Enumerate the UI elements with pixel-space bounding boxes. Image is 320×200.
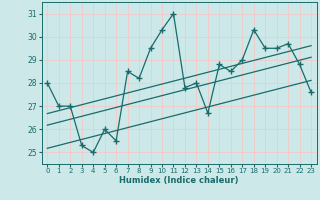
X-axis label: Humidex (Indice chaleur): Humidex (Indice chaleur) bbox=[119, 176, 239, 185]
